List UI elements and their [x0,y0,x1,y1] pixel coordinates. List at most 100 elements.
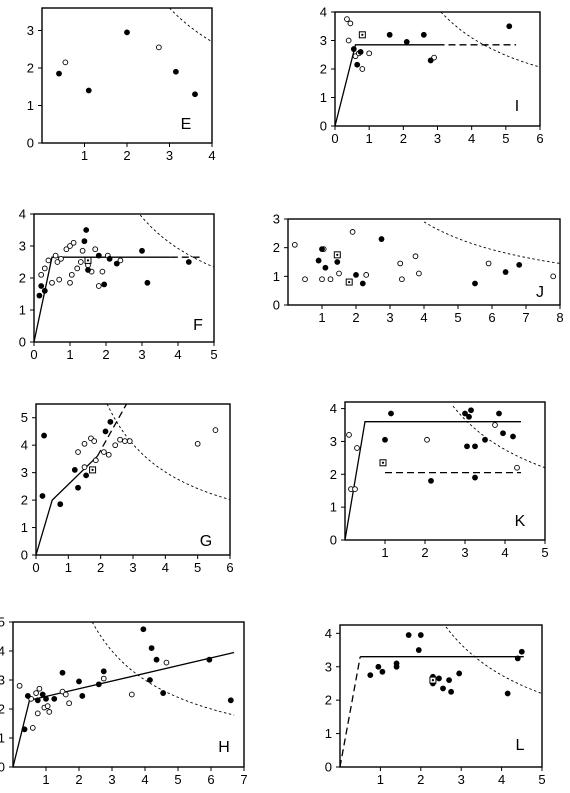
open-point [302,276,308,283]
x-tick-label: 2 [123,148,130,163]
y-tick-label: 5 [21,410,28,425]
y-tick-label: 3 [27,23,34,38]
filled-point [357,49,364,55]
filled-point [24,693,31,699]
filled-point [148,645,155,651]
x-tick-label: 3 [434,131,441,146]
open-point [105,451,112,458]
filled-point [516,261,523,268]
open-point [492,422,498,428]
filled-point [41,287,48,294]
filled-point [38,283,45,289]
filled-point [51,695,58,702]
filled-point [415,647,422,653]
filled-point [388,410,394,417]
open-point [36,685,43,692]
panel-label: K [515,513,526,530]
limit-curve [423,221,560,264]
y-tick-label: 4 [19,207,26,222]
y-tick-label: 0 [19,335,26,350]
open-point [101,449,107,455]
open-point [62,691,69,698]
solid-fit-line [34,256,171,342]
filled-point [386,31,393,38]
open-point [46,709,53,715]
y-tick-label: 0 [330,533,337,548]
x-tick-label: 1 [65,560,72,575]
filled-point [160,690,167,696]
open-point [156,44,162,51]
filled-point [107,418,114,425]
open-point [41,265,48,272]
open-point [112,442,119,449]
filled-point [468,407,474,414]
x-tick-label: 1 [377,772,384,787]
y-tick-label: 3 [19,239,26,254]
open-point [79,247,86,254]
filled-point [140,626,147,633]
y-tick-label: 4 [21,438,28,453]
y-tick-label: 5 [0,615,5,630]
open-point [550,273,557,280]
filled-point [59,669,66,676]
y-tick-label: 2 [273,240,280,255]
x-tick-label: 2 [400,131,407,146]
filled-point [75,484,81,491]
solid-fit-line [345,421,521,540]
open-point [399,276,405,283]
filled-point [102,428,109,435]
filled-point [464,443,470,450]
open-point [354,445,360,451]
x-tick-label: 1 [66,347,73,362]
limit-curve [440,12,540,68]
open-point [56,276,63,283]
x-tick-label: 3 [461,545,468,560]
open-point [117,257,124,264]
open-point [81,440,88,447]
x-tick-label: 5 [210,347,217,362]
y-tick-label: 0 [320,119,327,134]
panel-J: 1 2 3 4 5 6 7 8 0 1 2 3 J [273,212,564,326]
y-tick-label: 0 [273,298,280,313]
filled-point [417,632,424,638]
filled-point [43,695,49,702]
filled-point [139,247,145,254]
square-point-center [336,253,339,256]
filled-point [185,259,192,265]
plot-area [340,625,542,767]
x-tick-label: 4 [420,310,427,325]
filled-point [227,697,234,704]
filled-point [378,236,385,242]
filled-point [322,264,329,271]
x-tick-label: 4 [174,347,181,362]
x-tick-label: 5 [541,545,548,560]
filled-point [466,413,472,420]
panel-label: H [218,739,230,756]
filled-point [472,280,478,287]
open-point [319,276,325,283]
filled-point [428,477,434,484]
filled-point [85,267,91,273]
filled-point [420,31,427,38]
filled-point [496,410,502,417]
open-point [95,283,102,289]
x-tick-label: 3 [458,772,465,787]
filled-point [353,272,359,278]
x-tick-label: 0 [331,131,338,146]
filled-point [192,91,198,98]
open-point [485,260,492,267]
filled-point [71,466,78,473]
y-tick-label: 2 [330,467,337,482]
filled-point [81,238,88,245]
filled-point [113,260,120,267]
open-point [366,50,373,57]
y-tick-label: 0 [27,136,34,151]
filled-point [34,697,41,704]
square-point-center [361,33,364,36]
filled-point [106,255,113,262]
open-point [75,449,81,455]
filled-point [56,70,62,77]
x-tick-label: 3 [386,310,393,325]
x-tick-label: 5 [502,131,509,146]
